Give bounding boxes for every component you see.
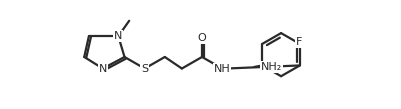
Text: NH: NH <box>214 64 231 73</box>
Text: O: O <box>198 33 207 43</box>
Text: NH₂: NH₂ <box>260 62 282 72</box>
Text: N: N <box>99 64 107 73</box>
Text: N: N <box>114 31 123 41</box>
Text: S: S <box>141 64 148 73</box>
Text: F: F <box>296 37 302 47</box>
